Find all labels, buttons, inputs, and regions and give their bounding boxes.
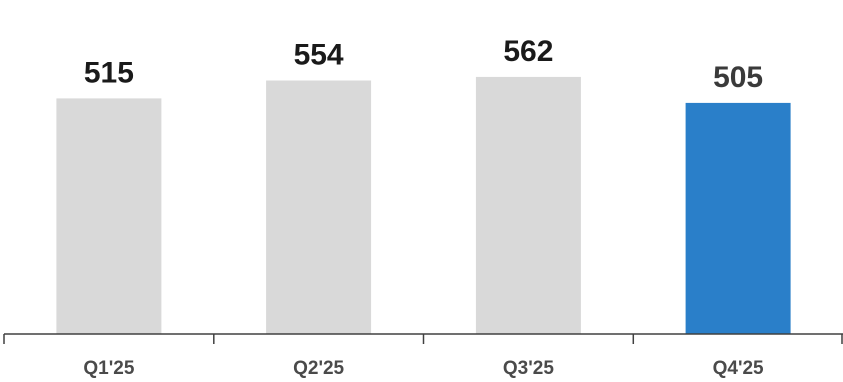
x-axis-tick-labels: Q1'25 Q2'25 Q3'25 Q4'25 (83, 358, 764, 379)
data-label: 554 (294, 39, 344, 72)
bar-q3-25 (475, 76, 581, 335)
x-tick-label: Q2'25 (293, 358, 344, 379)
data-label: 562 (503, 35, 553, 68)
bars-layer (56, 76, 791, 335)
x-axis (3, 333, 843, 344)
x-tick-label: Q1'25 (83, 358, 134, 379)
x-tick-label: Q3'25 (503, 358, 554, 379)
x-tick-label: Q4'25 (713, 358, 764, 379)
bar-q1-25 (56, 98, 162, 335)
data-label: 505 (713, 61, 763, 94)
bar-q4-25 (685, 102, 791, 335)
bar-q2-25 (266, 80, 372, 334)
data-labels-layer: 515 554 562 505 (84, 35, 763, 94)
data-label: 515 (84, 56, 134, 89)
